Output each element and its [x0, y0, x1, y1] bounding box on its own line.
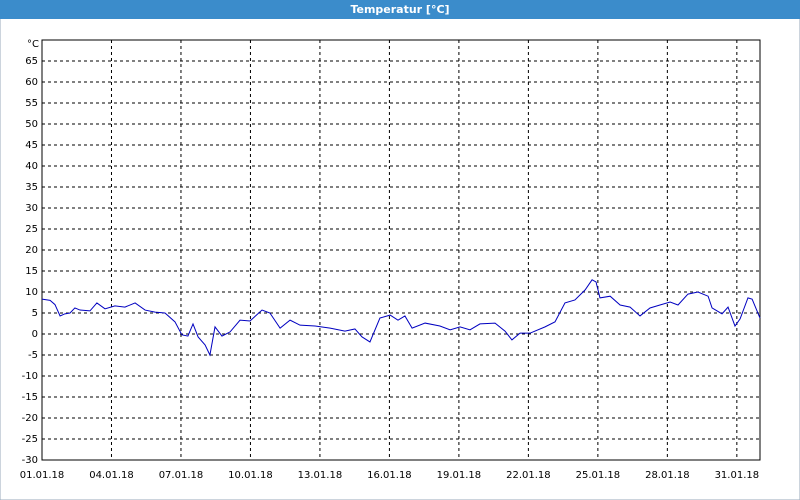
x-tick-label: 16.01.18: [367, 470, 412, 481]
y-tick-label: 15: [25, 266, 38, 277]
y-tick-label: 25: [25, 224, 38, 235]
x-tick-label: 01.01.18: [20, 470, 65, 481]
y-tick-label: 65: [25, 56, 38, 67]
y-tick-label: 30: [25, 203, 38, 214]
y-tick-label: -15: [22, 392, 38, 403]
x-tick-label: 04.01.18: [89, 470, 134, 481]
y-tick-label: -30: [22, 455, 38, 466]
y-tick-label: 40: [25, 161, 38, 172]
y-tick-label: 5: [32, 308, 38, 319]
x-tick-label: 10.01.18: [228, 470, 273, 481]
y-tick-label: 0: [32, 329, 38, 340]
y-tick-label: 60: [25, 77, 38, 88]
x-tick-label: 31.01.18: [715, 470, 760, 481]
y-tick-label: -20: [22, 413, 38, 424]
y-tick-label: 45: [25, 140, 38, 151]
x-tick-label: 07.01.18: [159, 470, 204, 481]
y-tick-label: -5: [28, 350, 38, 361]
y-unit: °C: [27, 39, 39, 50]
x-tick-label: 28.01.18: [645, 470, 690, 481]
y-tick-label: 20: [25, 245, 38, 256]
y-tick-label: -10: [22, 371, 38, 382]
y-tick-label: 55: [25, 98, 38, 109]
line-series: [41, 279, 761, 357]
x-tick-label: 25.01.18: [576, 470, 621, 481]
x-tick-label: 19.01.18: [437, 470, 482, 481]
chart-title: Temperatur [°C]: [350, 3, 449, 16]
y-tick-label: -25: [22, 434, 38, 445]
title-bar: [0, 0, 800, 19]
y-tick-label: 50: [25, 119, 38, 130]
x-tick-label: 22.01.18: [506, 470, 551, 481]
y-tick-label: 35: [25, 182, 38, 193]
x-tick-label: 13.01.18: [298, 470, 343, 481]
y-tick-label: 10: [25, 287, 38, 298]
